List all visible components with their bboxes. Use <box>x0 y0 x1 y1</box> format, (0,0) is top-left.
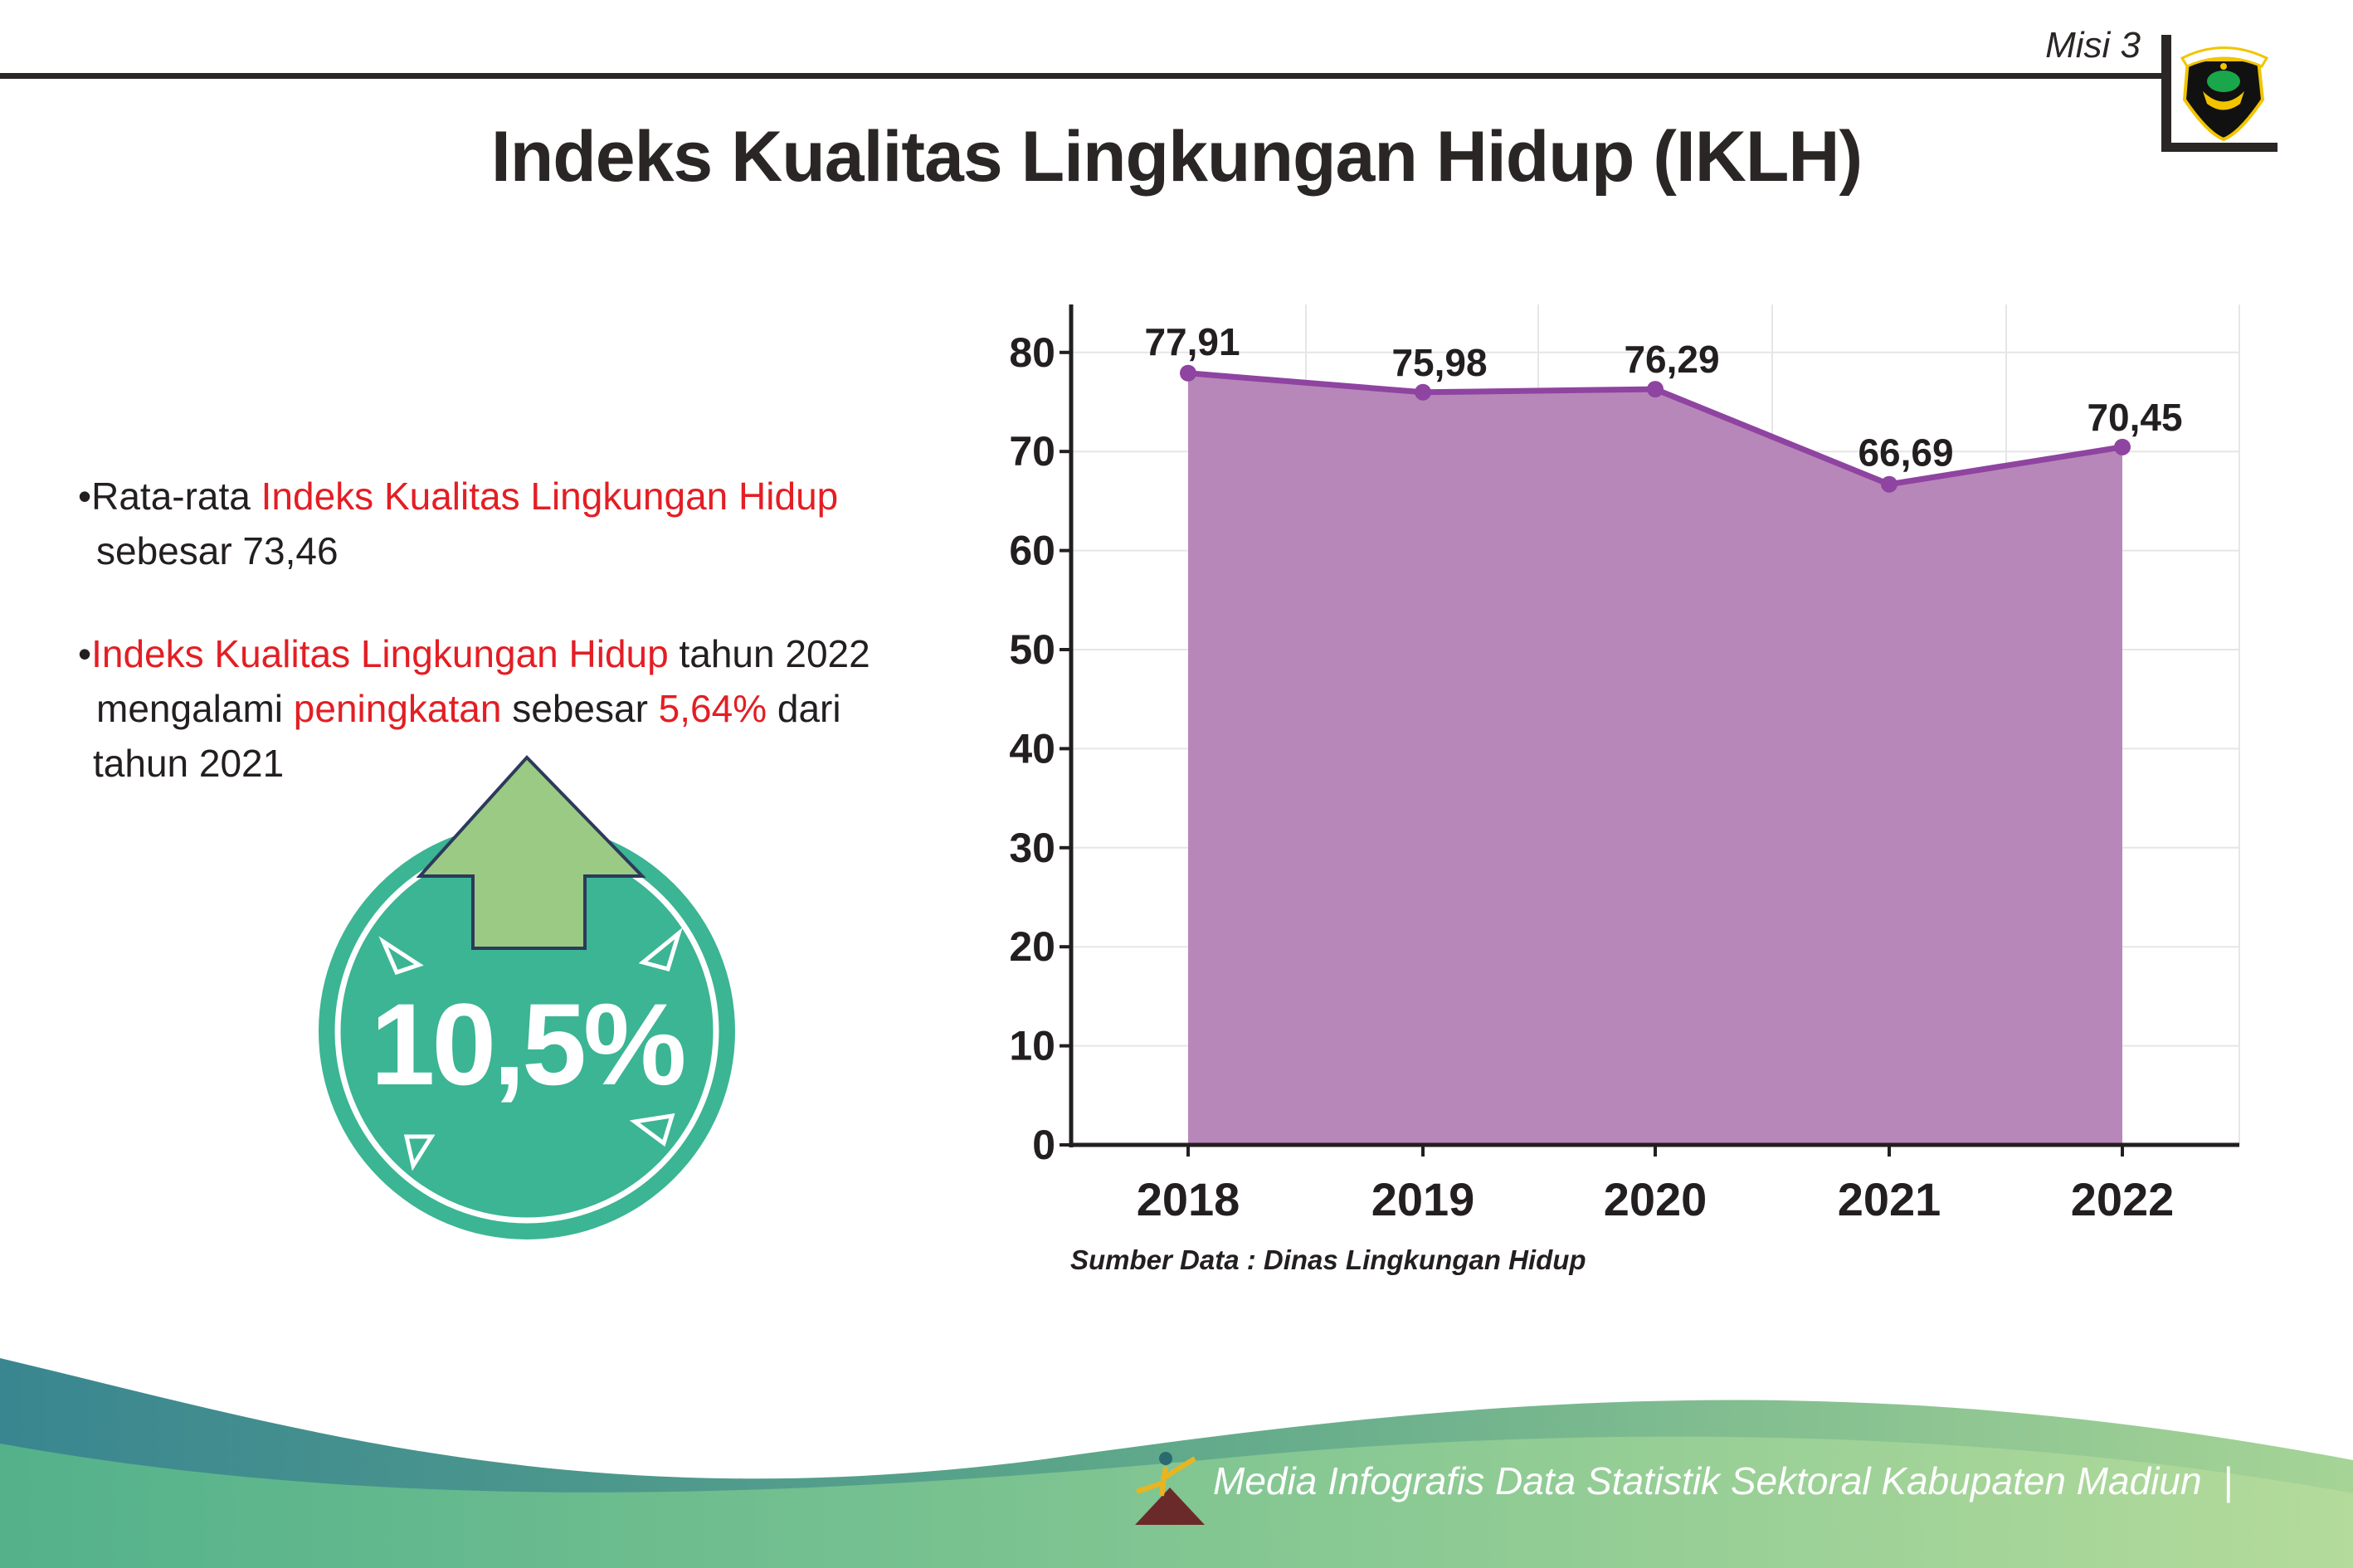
bullet-text: mengalami <box>96 687 294 730</box>
area-fill <box>1188 373 2122 1145</box>
x-tick-label: 2021 <box>1838 1173 1941 1225</box>
x-tick-label: 2020 <box>1604 1173 1708 1225</box>
x-tick-label: 2019 <box>1371 1173 1475 1225</box>
data-point <box>1881 475 1898 493</box>
iklh-area-chart: 77,91 75,98 76,29 66,69 70,45 0 10 20 30 40 50 60 70… <box>1009 304 2240 1225</box>
footer-text: Media Infografis Data Statistik Sektoral… <box>1213 1459 2234 1502</box>
data-label: 70,45 <box>2087 396 2182 439</box>
header-rule <box>0 73 2164 79</box>
x-tick-label: 2018 <box>1137 1173 1240 1225</box>
page-title: Indeks Kualitas Lingkungan Hidup (IKLH) <box>490 117 1863 197</box>
bullet-text: dari <box>767 687 841 730</box>
data-point <box>1415 383 1431 401</box>
kabupaten-madiun-logo <box>2180 46 2269 142</box>
highlight-text: Indeks Kualitas Lingkungan Hidup <box>261 475 839 518</box>
data-source: Sumber Data : Dinas Lingkungan Hidup <box>1070 1244 1586 1275</box>
y-tick-label: 20 <box>1009 923 1055 970</box>
x-tick-label: 2022 <box>2071 1173 2175 1225</box>
bullet-average: •Rata-rata Indeks Kualitas Lingkungan Hi… <box>78 475 839 572</box>
highlight-text: Indeks Kualitas Lingkungan Hidup <box>91 632 669 675</box>
y-tick-label: 40 <box>1009 725 1055 772</box>
data-label: 75,98 <box>1391 341 1487 384</box>
bullet-text: Rata-rata <box>91 475 261 518</box>
logo-bracket-bottom <box>2161 143 2277 152</box>
bullet-text: tahun 2021 <box>93 742 285 785</box>
bullet-text: sebesar 73,46 <box>96 529 339 572</box>
bullet-text: tahun 2022 <box>668 632 870 675</box>
data-point <box>2114 438 2131 455</box>
y-tick-label: 60 <box>1009 528 1055 574</box>
footer-mascot-icon <box>1135 1452 1205 1525</box>
bullet-text: sebesar <box>501 687 659 730</box>
y-tick-label: 30 <box>1009 825 1055 871</box>
data-point <box>1647 381 1664 398</box>
decorative-triangles <box>378 927 683 1171</box>
badge-value: 10,5% <box>370 979 687 1109</box>
data-label: 77,91 <box>1144 320 1240 363</box>
highlight-text: 5,64% <box>658 687 767 730</box>
bullet-increase: •Indeks Kualitas Lingkungan Hidup tahun … <box>78 632 870 785</box>
y-tick-label: 50 <box>1009 626 1055 673</box>
y-tick-label: 10 <box>1009 1023 1055 1069</box>
arrow-up-icon <box>416 755 646 950</box>
y-tick-label: 80 <box>1009 329 1055 376</box>
highlight-text: peningkatan <box>293 687 502 730</box>
y-tick-label: 70 <box>1009 428 1055 475</box>
data-label: 66,69 <box>1858 431 1953 475</box>
y-tick-label: 0 <box>1032 1122 1055 1168</box>
percentage-badge <box>319 755 735 1239</box>
logo-bracket <box>2161 35 2171 152</box>
mission-label: Misi 3 <box>2045 25 2141 66</box>
data-label: 76,29 <box>1624 338 1719 381</box>
data-point <box>1180 364 1196 382</box>
